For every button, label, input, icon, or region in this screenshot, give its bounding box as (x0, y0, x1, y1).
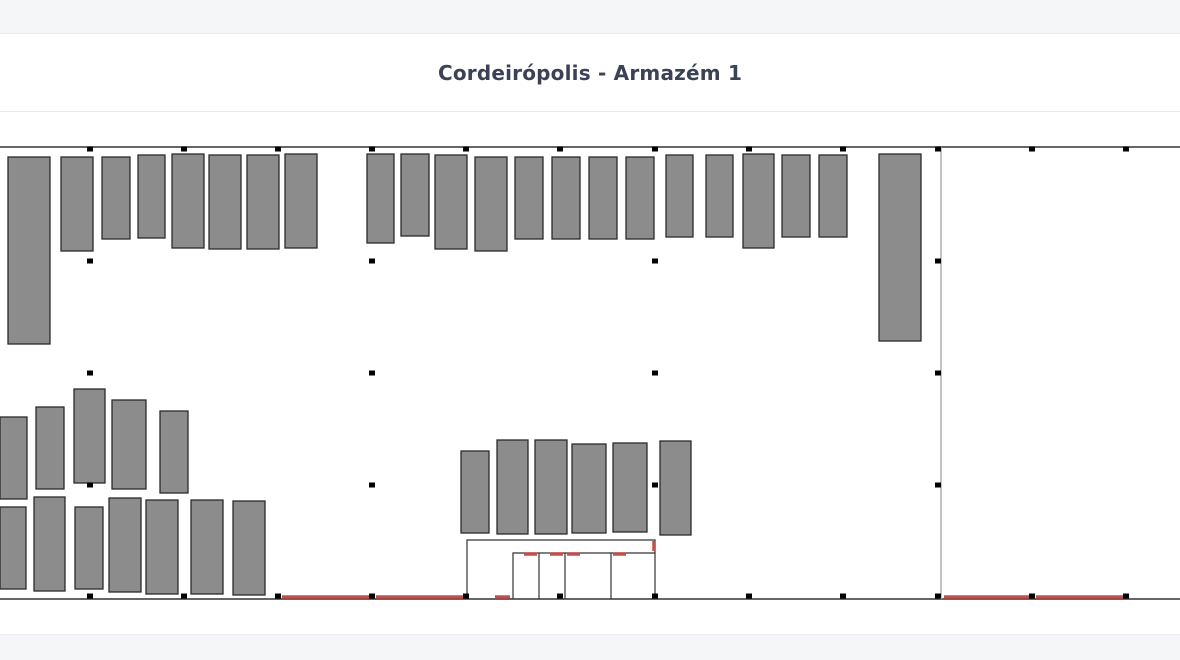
storage-rack[interactable] (400, 153, 430, 237)
storage-rack[interactable] (0, 506, 27, 590)
pillar-icon (1123, 593, 1129, 599)
storage-rack[interactable] (101, 156, 131, 240)
office-inner-wall (512, 552, 655, 599)
storage-rack[interactable] (742, 153, 775, 249)
storage-rack[interactable] (284, 153, 318, 249)
storage-rack[interactable] (35, 406, 65, 490)
storage-rack[interactable] (460, 450, 490, 534)
storage-rack[interactable] (190, 499, 224, 595)
pillar-group (87, 146, 1129, 599)
storage-rack[interactable] (474, 156, 508, 252)
pillar-icon (181, 593, 187, 599)
pillar-icon (935, 370, 941, 376)
storage-rack[interactable] (534, 439, 568, 535)
pillar-icon (840, 146, 846, 152)
pillar-icon (557, 146, 563, 152)
pillar-icon (746, 593, 752, 599)
pillar-icon (369, 370, 375, 376)
storage-rack[interactable] (818, 154, 848, 238)
storage-rack[interactable] (232, 500, 266, 596)
storage-rack[interactable] (434, 154, 468, 250)
pillar-icon (935, 593, 941, 599)
card-header: Cordeirópolis - Armazém 1 (0, 34, 1180, 112)
storage-rack[interactable] (878, 153, 922, 342)
storage-rack[interactable] (159, 410, 189, 494)
pillar-icon (369, 482, 375, 488)
office-outer-wall (466, 539, 656, 599)
storage-rack[interactable] (33, 496, 66, 592)
pillar-icon (652, 370, 658, 376)
pillar-icon (935, 146, 941, 152)
pillar-icon (87, 146, 93, 152)
pillar-icon (463, 146, 469, 152)
storage-rack[interactable] (514, 156, 544, 240)
door-group (282, 541, 1123, 599)
pillar-icon (87, 258, 93, 264)
pillar-icon (652, 593, 658, 599)
storage-rack[interactable] (171, 153, 205, 249)
storage-rack[interactable] (705, 154, 734, 238)
pillar-icon (840, 593, 846, 599)
pillar-icon (652, 482, 658, 488)
pillar-icon (275, 146, 281, 152)
storage-rack[interactable] (73, 388, 106, 484)
storage-rack[interactable] (665, 154, 694, 238)
pillar-icon (935, 258, 941, 264)
storage-rack[interactable] (108, 497, 142, 593)
storage-rack[interactable] (145, 499, 179, 595)
storage-rack[interactable] (659, 440, 692, 536)
pillar-icon (1029, 146, 1035, 152)
storage-rack[interactable] (551, 156, 581, 240)
pillar-icon (935, 482, 941, 488)
storage-rack[interactable] (60, 156, 94, 252)
pillar-icon (87, 593, 93, 599)
pillar-icon (369, 593, 375, 599)
pillar-icon (87, 370, 93, 376)
storage-rack[interactable] (781, 154, 811, 238)
pillar-icon (652, 146, 658, 152)
pillar-icon (1123, 146, 1129, 152)
storage-rack[interactable] (496, 439, 529, 535)
pillar-icon (463, 593, 469, 599)
storage-rack[interactable] (111, 399, 147, 490)
storage-rack[interactable] (137, 154, 166, 239)
storage-rack[interactable] (625, 156, 655, 240)
pillar-icon (369, 146, 375, 152)
pillar-icon (275, 593, 281, 599)
pillar-icon (181, 146, 187, 152)
storage-rack[interactable] (0, 416, 28, 500)
storage-rack[interactable] (366, 153, 395, 244)
storage-rack[interactable] (7, 156, 51, 345)
pillar-icon (746, 146, 752, 152)
office-block (466, 539, 656, 599)
storage-rack[interactable] (246, 154, 280, 250)
pillar-icon (87, 482, 93, 488)
pillar-icon (652, 258, 658, 264)
storage-rack[interactable] (571, 443, 607, 534)
rack-group (0, 153, 922, 596)
storage-rack[interactable] (612, 442, 648, 533)
pillar-icon (1029, 593, 1035, 599)
pillar-icon (369, 258, 375, 264)
storage-rack[interactable] (588, 156, 618, 240)
storage-rack[interactable] (208, 154, 242, 250)
pillar-icon (557, 593, 563, 599)
warehouse-title: Cordeirópolis - Armazém 1 (437, 60, 743, 85)
storage-rack[interactable] (74, 506, 104, 590)
